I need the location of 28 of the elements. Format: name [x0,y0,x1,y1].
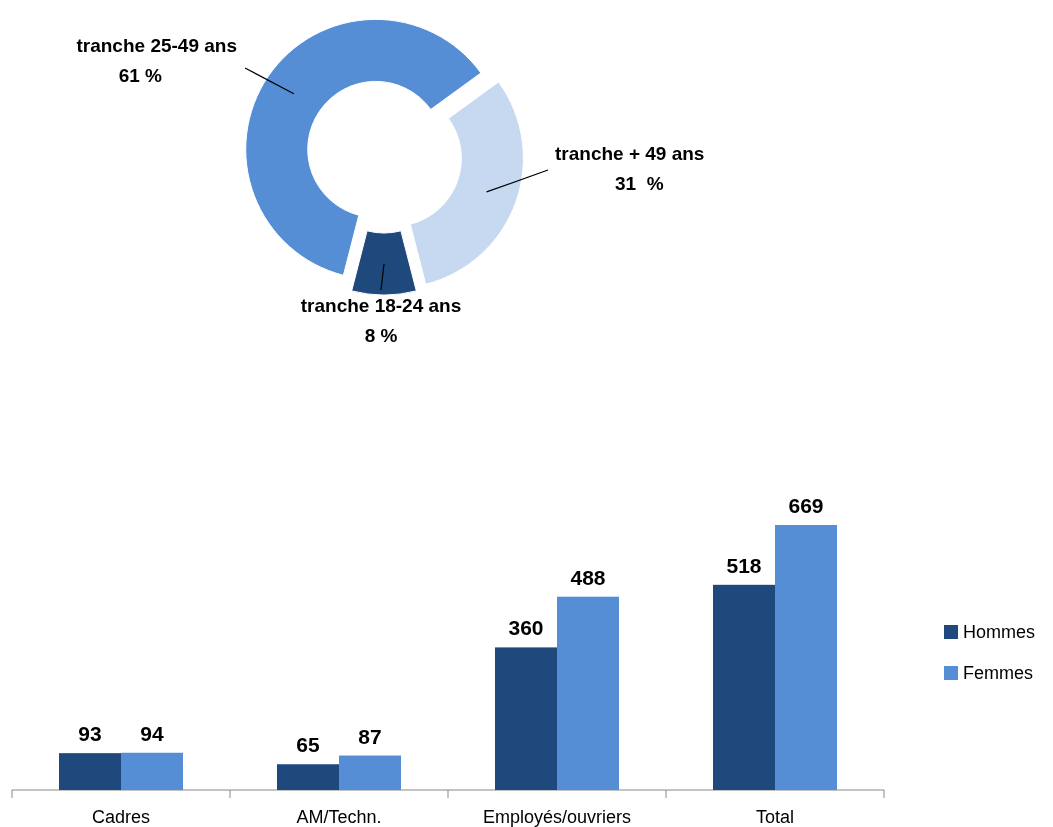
bar [59,753,121,790]
legend-label: Hommes [963,622,1036,642]
data-label: 488 [570,565,606,589]
slice-label: tranche 18-24 ans [300,295,462,316]
bar [121,752,183,790]
x-tick-label: Total [755,807,795,827]
bar [495,647,557,790]
slice-label: tranche 25-49 ans [76,35,237,56]
bar [775,525,837,790]
data-label: 93 [78,722,102,746]
x-tick-label: Employés/ouvriers [482,807,632,827]
x-tick-label: AM/Techn. [296,807,382,827]
data-label: 360 [508,616,544,640]
bar [339,755,401,790]
data-label: 518 [726,553,762,577]
bar [557,596,619,790]
bar [277,764,339,790]
bar [713,584,775,790]
data-label: 94 [140,721,164,745]
data-label: 669 [788,494,824,517]
data-label: 61 % [118,65,163,86]
data-label: 65 [296,733,320,757]
data-label: 31 % [615,173,664,194]
x-tick-label: Cadres [91,807,151,827]
data-label: 87 [358,724,382,748]
slice-label: tranche + 49 ans [555,143,705,164]
data-label: 8 % [364,325,398,346]
legend-label: Femmes [963,663,1034,683]
